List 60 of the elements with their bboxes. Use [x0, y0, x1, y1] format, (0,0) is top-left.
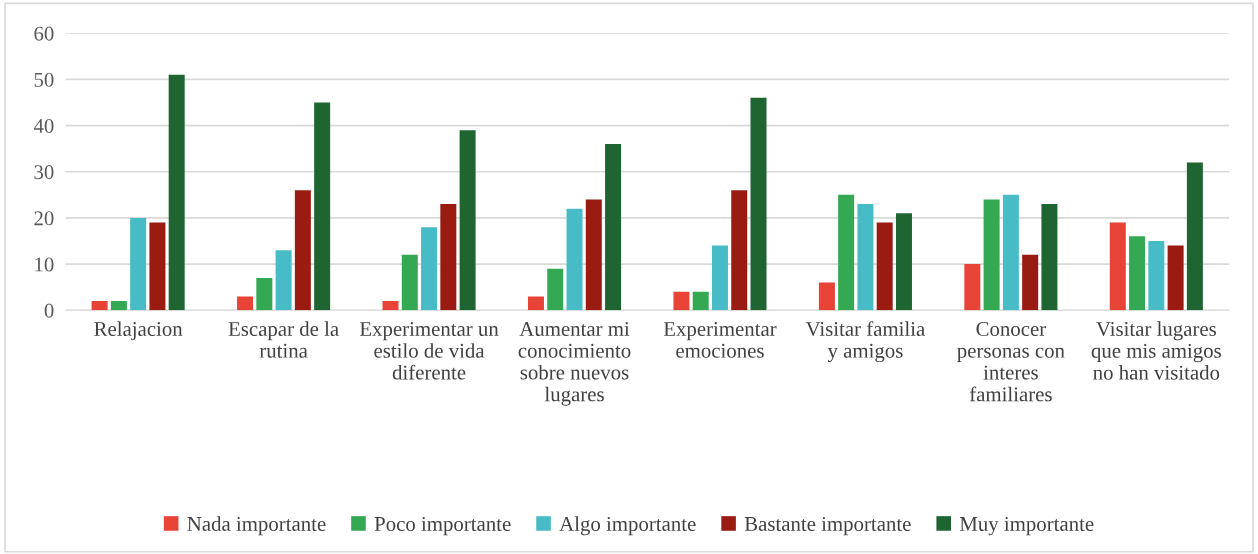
bar [527, 296, 544, 311]
bar [401, 254, 418, 311]
bar [421, 227, 438, 311]
bar [750, 97, 767, 311]
bar [294, 190, 311, 311]
y-tick-label: 20 [34, 211, 54, 226]
bar [1186, 162, 1203, 311]
bar [1167, 245, 1184, 311]
x-tick-label: Experimentar un estilo de vida diferente [359, 322, 499, 380]
x-tick-label: Escapar de la rutina [228, 321, 339, 358]
bar [149, 222, 166, 311]
bar [605, 144, 622, 311]
bar [382, 301, 399, 311]
x-tick-label: Conocer personas con interes familiares [957, 322, 1065, 402]
legend-label: Muy importante [959, 516, 1094, 536]
bar [110, 301, 127, 311]
bar [547, 268, 564, 311]
legend-label: Nada importante [187, 516, 326, 536]
bar [731, 190, 748, 311]
bar [1129, 236, 1146, 311]
bar [459, 130, 476, 311]
bar [91, 301, 108, 311]
x-tick-label: Relajacion [94, 321, 183, 341]
bar [1041, 204, 1058, 311]
bar [585, 199, 602, 311]
bar [237, 296, 254, 311]
bar [256, 277, 273, 311]
y-tick-label: 30 [34, 165, 54, 180]
bar [168, 74, 185, 311]
bar [1148, 240, 1165, 311]
x-tick-label: Aumentar mi conocimiento sobre nuevos lugares [518, 322, 631, 406]
y-tick-label: 0 [44, 303, 54, 318]
bar [895, 213, 912, 311]
bar [983, 199, 1000, 311]
bar [838, 194, 855, 311]
bar [876, 222, 893, 311]
x-tick-label: Experimentar emociones [663, 322, 777, 358]
bar [1022, 254, 1039, 311]
bar [964, 264, 981, 311]
bar [673, 291, 690, 311]
bar [857, 204, 874, 311]
bar [275, 250, 292, 311]
y-tick-label: 60 [34, 26, 54, 41]
legend-label: Bastante importante [744, 516, 911, 536]
y-tick-label: 50 [34, 72, 54, 87]
legend-label: Algo importante [559, 516, 696, 536]
bar [1109, 222, 1126, 311]
bar [692, 291, 709, 311]
bar [818, 282, 835, 311]
bar [130, 217, 147, 311]
bar [314, 102, 331, 311]
bar [440, 204, 457, 311]
bar [566, 208, 583, 311]
legend-label: Poco importante [374, 516, 511, 536]
y-tick-label: 10 [35, 257, 54, 272]
x-tick-label: Visitar familia y amigos [805, 321, 925, 363]
y-tick-label: 40 [33, 118, 54, 134]
x-tick-label: Visitar lugares que mis amigos no han visitado [1091, 321, 1221, 380]
bar [711, 245, 728, 311]
bar [1002, 194, 1019, 311]
